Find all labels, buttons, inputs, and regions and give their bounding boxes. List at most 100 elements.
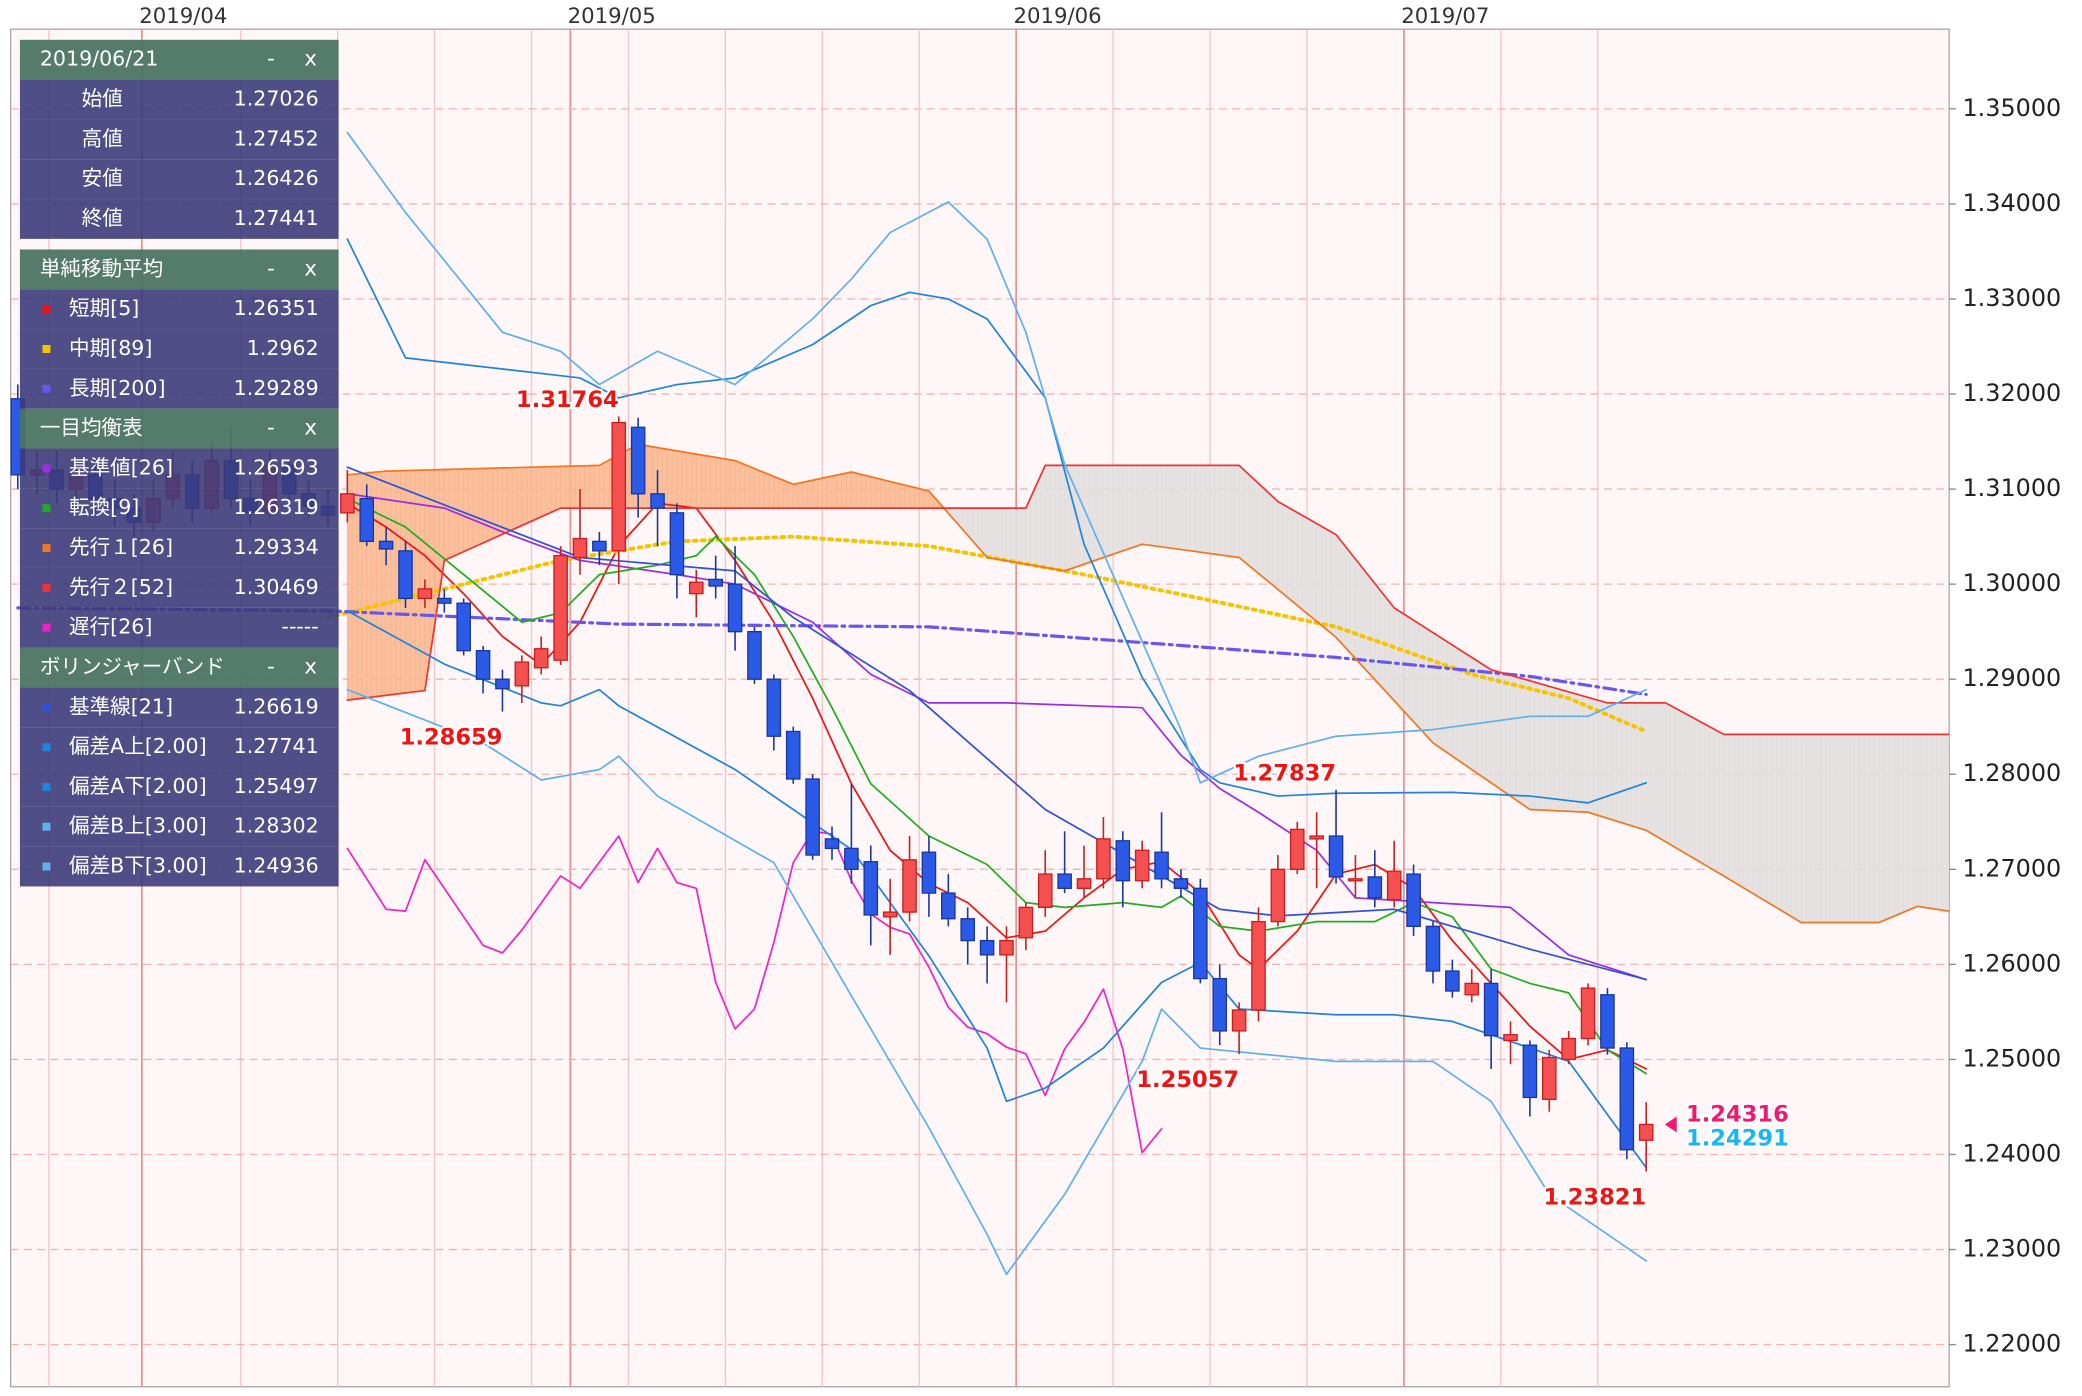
kumo-fill [1355, 557, 1361, 665]
legend-value: 1.26619 [234, 694, 319, 718]
x-tick-label: 2019/05 [568, 4, 656, 29]
kumo-fill [1645, 702, 1652, 834]
kumo-fill [691, 452, 697, 509]
kumo-fill [729, 459, 736, 509]
legend-label: 先行１[26] [69, 535, 173, 559]
kumo-fill [744, 463, 751, 509]
candle-body [1037, 873, 1053, 908]
kumo-fill [1156, 464, 1162, 548]
panel-row [19, 567, 339, 608]
axes: 2019/04 2019/05 2019/06 2019/07 1.22000 1.230… [139, 4, 2061, 1357]
legend-swatch [42, 384, 51, 393]
kumo-fill [448, 468, 455, 559]
kumo-fill [754, 467, 760, 509]
candle-body [1076, 878, 1092, 889]
kumo-fill [1059, 464, 1066, 572]
kumo-fill [1519, 677, 1526, 807]
kumo-fill [1451, 644, 1458, 761]
panel-row [19, 806, 339, 847]
candle-body [1193, 887, 1208, 980]
kumo-fill [1892, 733, 1899, 918]
kumo-fill [569, 465, 576, 509]
legend-swatch [42, 544, 51, 553]
kumo-fill [1514, 676, 1521, 804]
panel-row [19, 488, 339, 529]
x-tick-label: 2019/06 [1014, 4, 1102, 29]
legend-swatch [42, 822, 51, 831]
legend-label: 基準値[26] [69, 455, 173, 479]
kumo-fill [1088, 464, 1095, 564]
candle-body [979, 939, 995, 956]
kumo-fill [846, 471, 852, 509]
kumo-fill [1248, 473, 1255, 571]
kumo-fill [1078, 464, 1085, 567]
panel-header-title: 単純移動平均 [40, 256, 163, 280]
legend-label: 転換[9] [69, 495, 139, 519]
kumo-fill [1132, 464, 1138, 549]
kumo-fill [463, 468, 469, 553]
kumo-fill [1379, 588, 1385, 692]
panel-row [19, 159, 339, 200]
high-low-label: 1.23821 [1543, 1185, 1646, 1211]
candle-body [1154, 851, 1169, 880]
kumo-fill [1044, 464, 1051, 569]
kumo-fill [1766, 733, 1773, 906]
legend-label: 偏差A下[2.00] [69, 774, 207, 798]
kumo-fill [1287, 506, 1293, 603]
candle-body [805, 778, 820, 856]
kumo-fill [1325, 528, 1332, 635]
kumo-fill [1941, 733, 1948, 912]
kumo-fill [1146, 464, 1153, 547]
candle-body [1018, 906, 1034, 939]
panel-close[interactable]: x [304, 416, 317, 441]
kumo-fill [1936, 733, 1943, 911]
kumo-fill [1359, 564, 1366, 671]
kumo-fill [763, 471, 770, 509]
legend-label: 偏差B下[3.00] [69, 854, 207, 878]
panel-close[interactable]: x [304, 654, 317, 679]
candle-body [1328, 835, 1344, 878]
kumo-fill [565, 465, 571, 509]
candle-body [824, 838, 840, 850]
candle-body [941, 892, 956, 920]
kumo-fill [531, 466, 537, 522]
kumo-fill [468, 468, 474, 551]
kumo-fill [482, 467, 489, 544]
candle-body [436, 597, 452, 604]
panel-close[interactable]: x [304, 47, 317, 72]
panel-minimize[interactable]: - [267, 256, 275, 281]
kumo-fill [671, 449, 678, 509]
candle-body [592, 540, 607, 552]
panel-minimize[interactable]: - [267, 416, 275, 441]
kumo-fill [487, 467, 494, 542]
candle-body [882, 911, 898, 918]
kumo-fill [1558, 688, 1565, 812]
panel-close[interactable]: x [304, 256, 317, 281]
kumo-fill [666, 448, 673, 509]
kumo-fill [535, 466, 542, 520]
panel-minimize[interactable]: - [267, 654, 275, 679]
kumo-fill [1408, 616, 1414, 723]
kumo-fill [1010, 507, 1017, 563]
panel-minimize[interactable]: - [267, 47, 275, 72]
kumo-fill [676, 450, 683, 509]
kumo-fill [603, 459, 610, 509]
candle-body [1115, 840, 1131, 882]
indicator-line [346, 131, 1648, 784]
panel-row [19, 289, 339, 330]
kumo-fill [1117, 464, 1124, 554]
panel-header-title: ボリンジャーバンド [40, 654, 225, 678]
kumo-fill [821, 476, 828, 509]
kumo-fill [1902, 733, 1909, 914]
kumo-fill [598, 462, 605, 509]
kumo-fill [1107, 464, 1114, 557]
candle-body [766, 678, 782, 737]
kumo-fill [1369, 576, 1376, 681]
y-tick-label: 1.30000 [1962, 569, 2061, 597]
candle-body [1367, 876, 1383, 899]
legend-value: 1.25497 [234, 774, 319, 798]
kumo-fill [1883, 733, 1889, 922]
kumo-fill [1563, 689, 1570, 812]
y-tick-label: 1.35000 [1962, 94, 2061, 122]
candle-body [1541, 1056, 1557, 1101]
